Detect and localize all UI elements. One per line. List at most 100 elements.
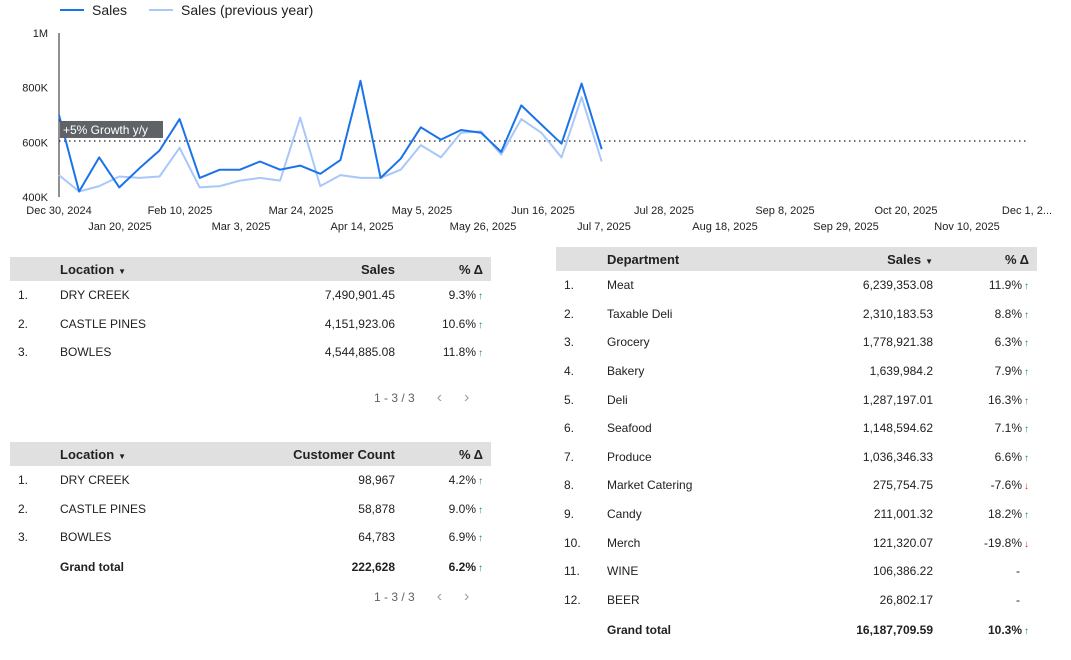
prev-page-icon[interactable]: ‹ [436, 588, 443, 605]
table-row[interactable]: 8. Market Catering 275,754.75 -7.6% ↓ [556, 471, 1037, 500]
row-name: Meat [607, 278, 634, 293]
x-tick-label: Jul 28, 2025 [634, 205, 694, 217]
sort-desc-icon: ▼ [925, 256, 933, 266]
row-value: 58,878 [358, 501, 395, 516]
column-header-sales[interactable]: Sales ▼ [769, 247, 941, 271]
column-header-delta[interactable]: % Δ [403, 257, 491, 281]
up-arrow-icon: ↑ [478, 291, 483, 303]
row-index: 11. [564, 564, 580, 579]
table-row[interactable]: 6. Seafood 1,148,594.62 7.1% ↑ [556, 414, 1037, 443]
row-delta: 4.2% ↑ [403, 466, 491, 495]
table-row[interactable]: 10. Merch 121,320.07 -19.8% ↓ [556, 528, 1037, 557]
up-arrow-icon: ↑ [478, 476, 483, 488]
next-page-icon[interactable]: › [464, 389, 470, 406]
x-tick-label: Jan 20, 2025 [88, 221, 152, 233]
up-arrow-icon: ↑ [1024, 510, 1029, 522]
delta-value: 7.1% [994, 421, 1022, 436]
table-row[interactable]: 5. Deli 1,287,197.01 16.3% ↑ [556, 385, 1037, 414]
delta-value: 11.9% [988, 278, 1022, 293]
row-name: CASTLE PINES [60, 316, 147, 331]
legend-item-previous-year[interactable]: Sales (previous year) [149, 2, 313, 18]
row-name: DRY CREEK [60, 288, 130, 303]
row-value: 121,320.07 [872, 535, 933, 550]
up-arrow-icon: ↑ [478, 562, 483, 574]
column-header-department[interactable]: Department [599, 247, 769, 271]
delta-value: - [1016, 592, 1020, 607]
x-tick-label: May 5, 2025 [392, 205, 453, 217]
row-value: 275,754.75 [872, 478, 933, 493]
row-delta: 6.9% ↑ [403, 523, 491, 552]
table-row[interactable]: 1. DRY CREEK 7,490,901.45 9.3% ↑ [10, 281, 491, 310]
table-row[interactable]: 2. CASTLE PINES 58,878 9.0% ↑ [10, 495, 491, 524]
delta-value: 9.0% [448, 501, 476, 516]
row-delta: 9.3% ↑ [403, 281, 491, 310]
row-index: 9. [564, 507, 575, 522]
table-row[interactable]: 2. Taxable Deli 2,310,183.53 8.8% ↑ [556, 300, 1037, 329]
delta-value: 6.9% [448, 530, 476, 545]
row-name: WINE [607, 564, 639, 579]
row-index: 1. [564, 278, 575, 293]
delta-value: -19.8% [983, 535, 1022, 550]
table-row[interactable]: 11. WINE 106,386.22 - [556, 557, 1037, 586]
table-row[interactable]: 1. Meat 6,239,353.08 11.9% ↑ [556, 271, 1037, 300]
grand-total-label: Grand total [60, 559, 125, 574]
row-value: 64,783 [358, 530, 395, 545]
table-row[interactable]: 3. BOWLES 4,544,885.08 11.8% ↑ [10, 338, 491, 367]
prev-page-icon[interactable]: ‹ [436, 389, 443, 406]
chart-legend: Sales Sales (previous year) [60, 2, 313, 18]
table-row[interactable]: 3. BOWLES 64,783 6.9% ↑ [10, 523, 491, 552]
x-tick-label: Dec 1, 2... [1002, 205, 1052, 217]
up-arrow-icon: ↑ [478, 504, 483, 516]
row-index: 6. [564, 421, 575, 436]
table-header-row: Department Sales ▼ % Δ [556, 247, 1037, 271]
sort-desc-icon: ▼ [118, 266, 127, 276]
table-row[interactable]: 2. CASTLE PINES 4,151,923.06 10.6% ↑ [10, 310, 491, 339]
row-index: 7. [564, 449, 575, 464]
sort-desc-icon: ▼ [118, 451, 127, 461]
table-header-row: Location ▼ Sales % Δ [10, 257, 491, 281]
column-header-customer-count[interactable]: Customer Count [222, 442, 403, 466]
column-header-delta[interactable]: % Δ [403, 442, 491, 466]
location-customers-pager: 1 - 3 / 3 ‹ › [374, 588, 469, 606]
x-tick-label: Jul 7, 2025 [577, 221, 631, 233]
legend-label-sales: Sales [92, 2, 128, 18]
column-header-index [556, 247, 599, 271]
row-value: 1,778,921.38 [862, 335, 933, 350]
grand-total-value: 16,187,709.59 [856, 623, 933, 638]
x-tick-label: Dec 30, 2024 [26, 205, 91, 217]
table-row[interactable]: 7. Produce 1,036,346.33 6.6% ↑ [556, 443, 1037, 472]
up-arrow-icon: ↑ [1024, 452, 1029, 464]
delta-value: 11.8% [442, 345, 476, 360]
grand-total-row: Grand total 16,187,709.59 10.3% ↑ [556, 614, 1037, 646]
grand-total-label: Grand total [607, 623, 672, 638]
table-row[interactable]: 9. Candy 211,001.32 18.2% ↑ [556, 500, 1037, 529]
column-header-delta[interactable]: % Δ [941, 247, 1037, 271]
pager-range: 1 - 3 / 3 [374, 590, 415, 604]
delta-value: 18.2% [987, 507, 1022, 522]
column-header-location[interactable]: Location ▼ [52, 442, 222, 466]
row-index: 12. [564, 592, 581, 607]
row-name: Market Catering [607, 478, 693, 493]
up-arrow-icon: ↑ [478, 533, 483, 545]
row-value: 7,490,901.45 [324, 288, 395, 303]
y-tick-label: 800K [22, 83, 48, 95]
column-header-location[interactable]: Location ▼ [52, 257, 222, 281]
row-index: 3. [18, 345, 29, 360]
y-tick-label: 1M [33, 28, 48, 40]
legend-item-sales[interactable]: Sales [60, 2, 127, 18]
x-tick-label: Sep 29, 2025 [813, 221, 878, 233]
table-row[interactable]: 3. Grocery 1,778,921.38 6.3% ↑ [556, 328, 1037, 357]
sales-line-chart[interactable]: 1M 800K 600K 400K +5% Growth y/y Dec 30, 2024… [0, 0, 1071, 240]
row-value: 211,001.32 [873, 507, 933, 522]
table-row[interactable]: 1. DRY CREEK 98,967 4.2% ↑ [10, 466, 491, 495]
next-page-icon[interactable]: › [464, 588, 470, 605]
row-index: 5. [564, 392, 575, 407]
column-header-index [10, 442, 52, 466]
column-header-sales[interactable]: Sales [222, 257, 403, 281]
row-index: 1. [18, 473, 29, 488]
table-row[interactable]: 12. BEER 26,802.17 - [556, 586, 1037, 615]
table-row[interactable]: 4. Bakery 1,639,984.2 7.9% ↑ [556, 357, 1037, 386]
row-value: 2,310,183.53 [862, 306, 933, 321]
row-name: BEER [607, 592, 640, 607]
row-index: 8. [564, 478, 575, 493]
